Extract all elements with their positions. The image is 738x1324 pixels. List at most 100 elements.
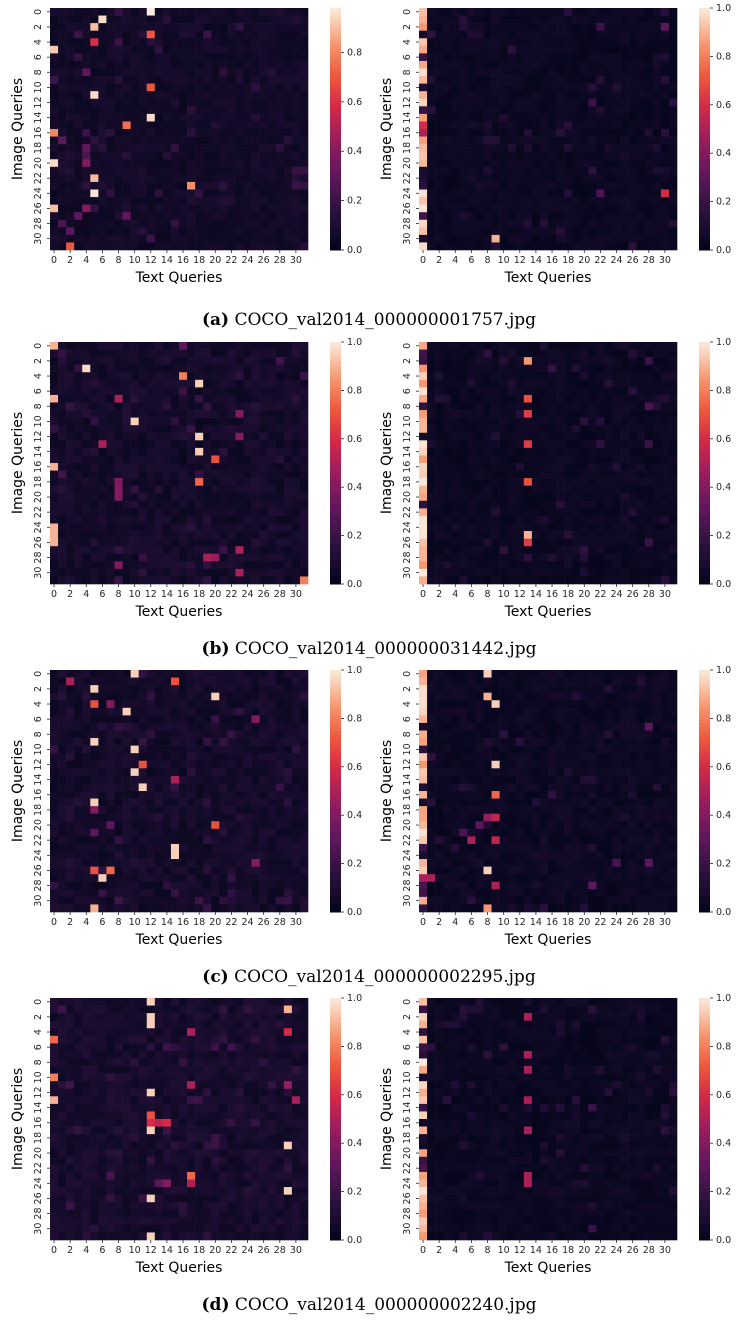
heatmap-cell (82, 546, 91, 555)
heatmap-cell (612, 402, 621, 411)
heatmap-cell (275, 23, 285, 31)
heatmap-cell (572, 349, 581, 358)
heatmap-cell (122, 523, 131, 532)
heatmap-cell (162, 707, 172, 716)
heatmap-cell (50, 692, 59, 701)
heatmap-cell (475, 440, 484, 449)
heatmap-cell (548, 470, 557, 479)
heatmap-cell (259, 136, 268, 145)
heatmap-cell (291, 98, 301, 107)
heatmap-cell (275, 76, 285, 84)
heatmap-cell (628, 561, 637, 570)
heatmap-cell (564, 410, 573, 418)
x-tick-label: 0 (51, 589, 57, 600)
heatmap-cell (427, 181, 436, 190)
heatmap-cell (203, 76, 212, 84)
heatmap-cell (90, 715, 99, 724)
heatmap-cell (507, 455, 517, 464)
heatmap-cell (612, 219, 621, 228)
heatmap-cell (451, 181, 460, 190)
heatmap-cell (114, 745, 123, 754)
colorbar-segment (330, 28, 341, 33)
heatmap-cell (66, 144, 75, 152)
heatmap-cell (74, 730, 83, 739)
heatmap-cell (138, 402, 148, 411)
heatmap-cell (130, 515, 139, 524)
heatmap-cell (475, 364, 484, 373)
heatmap-cell (179, 60, 188, 69)
heatmap-cell (106, 470, 115, 479)
heatmap-cell (499, 30, 508, 39)
heatmap-cell (652, 425, 662, 434)
heatmap-cell (539, 204, 549, 213)
heatmap-cell (74, 181, 83, 190)
heatmap-cell (548, 402, 557, 411)
heatmap-cell (668, 342, 678, 350)
heatmap-cell (138, 372, 148, 381)
heatmap-cell (154, 38, 164, 47)
x-tick-label: 24 (241, 589, 253, 600)
heatmap-cell (138, 91, 148, 100)
heatmap-cell (523, 144, 533, 152)
heatmap-cell (652, 387, 662, 396)
heatmap-cell (467, 83, 476, 92)
heatmap-cell (588, 151, 597, 160)
heatmap-cell (628, 53, 637, 62)
heatmap-cell (419, 394, 428, 403)
heatmap-cell (90, 447, 99, 456)
colorbar-segment (330, 575, 341, 581)
heatmap-cell (604, 561, 613, 570)
heatmap-cell (211, 121, 220, 130)
heatmap-cell (154, 692, 164, 701)
heatmap-cell (459, 227, 468, 236)
heatmap-cell (66, 493, 75, 502)
heatmap-cell (146, 531, 156, 539)
heatmap-cell (235, 432, 244, 441)
heatmap-cell (564, 493, 573, 502)
heatmap-cell (98, 23, 107, 31)
heatmap-cell (243, 677, 252, 686)
heatmap-cell (58, 410, 67, 418)
heatmap-cell (644, 455, 654, 464)
heatmap-cell (556, 189, 565, 198)
heatmap-cell (122, 106, 131, 115)
heatmap-cell (235, 425, 244, 434)
heatmap-cell (211, 463, 220, 471)
heatmap-cell (483, 98, 492, 107)
heatmap-cell (106, 745, 115, 754)
heatmap-cell (604, 91, 613, 100)
heatmap-cell (620, 76, 629, 84)
heatmap-cell (443, 440, 452, 449)
heatmap-cell (604, 417, 613, 426)
heatmap-cell (644, 379, 654, 388)
heatmap-cell (259, 159, 268, 168)
heatmap-cell (106, 181, 115, 190)
heatmap-cell (451, 98, 460, 107)
heatmap-cell (596, 159, 605, 168)
heatmap-cell (604, 189, 613, 198)
heatmap-cell (219, 136, 228, 145)
heatmap-cell (211, 470, 220, 479)
heatmap-cell (114, 715, 123, 724)
heatmap-cell (82, 197, 91, 205)
heatmap-cell (187, 463, 196, 471)
heatmap-cell (451, 553, 460, 562)
heatmap-cell (154, 151, 164, 160)
heatmap-cell (419, 515, 428, 524)
heatmap-cell (251, 692, 260, 701)
heatmap-cell (483, 394, 492, 403)
heatmap-cell (122, 212, 131, 221)
heatmap-cell (459, 493, 468, 502)
heatmap-cell (267, 372, 277, 381)
heatmap-cell (443, 136, 452, 145)
heatmap-cell (515, 23, 525, 31)
heatmap-cell (612, 372, 621, 381)
heatmap-cell (106, 425, 115, 434)
heatmap-cell (82, 478, 91, 486)
heatmap-cell (451, 197, 460, 205)
x-tick-label: 26 (627, 589, 639, 600)
heatmap-cell (58, 181, 67, 190)
heatmap-cell (612, 189, 621, 198)
heatmap-cell (539, 189, 549, 198)
heatmap-cell (162, 357, 172, 365)
